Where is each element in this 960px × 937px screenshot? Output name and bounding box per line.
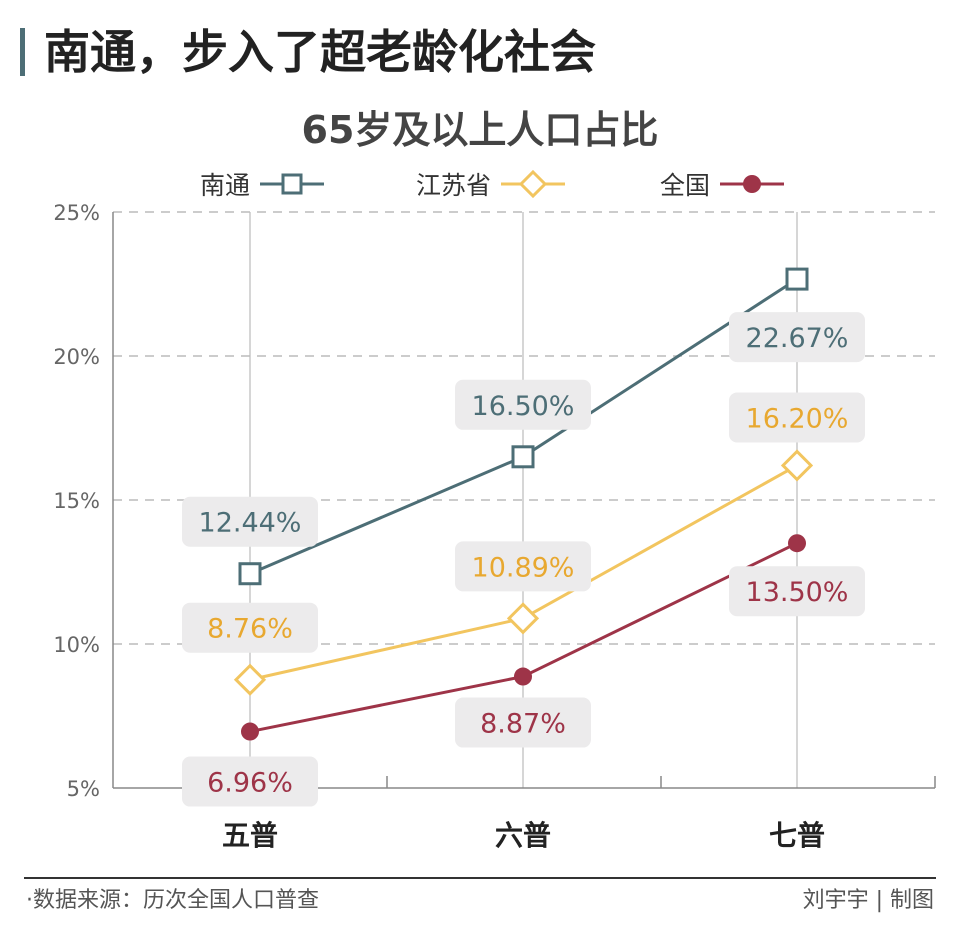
legend-item-national: 全国	[660, 166, 785, 202]
legend-diamond-icon	[501, 169, 566, 199]
data-label: 16.20%	[746, 403, 849, 434]
data-label-box	[182, 602, 318, 653]
data-label: 8.76%	[207, 614, 293, 645]
data-label-box	[455, 697, 591, 748]
y-tick-label: 15%	[53, 489, 100, 513]
data-point-square	[785, 267, 809, 291]
data-label-box	[455, 379, 591, 430]
footer-divider	[24, 877, 936, 879]
data-label: 8.87%	[480, 709, 566, 740]
y-tick-label: 10%	[53, 633, 100, 657]
data-point-diamond	[233, 663, 267, 696]
legend-item-nantong: 南通	[200, 166, 325, 202]
legend-label-national: 全国	[660, 171, 711, 200]
data-label-box	[729, 312, 865, 363]
data-label: 12.44%	[199, 508, 302, 539]
x-tick-label: 五普	[222, 819, 278, 852]
data-label-box	[455, 541, 591, 592]
chart-credit: 刘宇宇 | 制图	[802, 888, 934, 913]
data-point-square	[238, 562, 262, 586]
legend-label-nantong: 南通	[200, 171, 251, 200]
data-point-diamond	[506, 602, 540, 635]
data-source: ·数据来源：历次全国人口普查	[26, 888, 319, 913]
data-label-box	[729, 392, 865, 443]
x-tick-label: 六普	[495, 819, 551, 852]
data-point-circle	[788, 534, 806, 553]
legend-square-icon	[260, 173, 325, 195]
chart-title: 65岁及以上人口占比	[301, 108, 659, 152]
data-label-box	[182, 496, 318, 547]
data-point-square	[511, 445, 535, 469]
legend-circle-icon	[720, 175, 785, 193]
page-title: 南通，步入了超老龄化社会	[44, 25, 596, 79]
data-point-circle	[514, 667, 532, 686]
data-label-box	[729, 566, 865, 617]
legend-label-jiangsu: 江苏省	[416, 171, 492, 200]
y-tick-label: 5%	[67, 777, 100, 801]
data-label: 16.50%	[472, 391, 575, 422]
y-tick-label: 25%	[53, 201, 100, 225]
data-label: 6.96%	[207, 768, 293, 799]
data-point-circle	[241, 722, 259, 741]
data-label-box	[182, 756, 318, 807]
legend-item-jiangsu: 江苏省	[416, 166, 566, 202]
x-tick-label: 七普	[769, 819, 825, 852]
title-accent-bar	[20, 28, 25, 76]
data-point-diamond	[780, 449, 814, 482]
data-label: 22.67%	[746, 323, 849, 354]
y-tick-label: 20%	[53, 345, 100, 369]
data-label: 13.50%	[746, 577, 849, 608]
data-label: 10.89%	[472, 552, 575, 583]
